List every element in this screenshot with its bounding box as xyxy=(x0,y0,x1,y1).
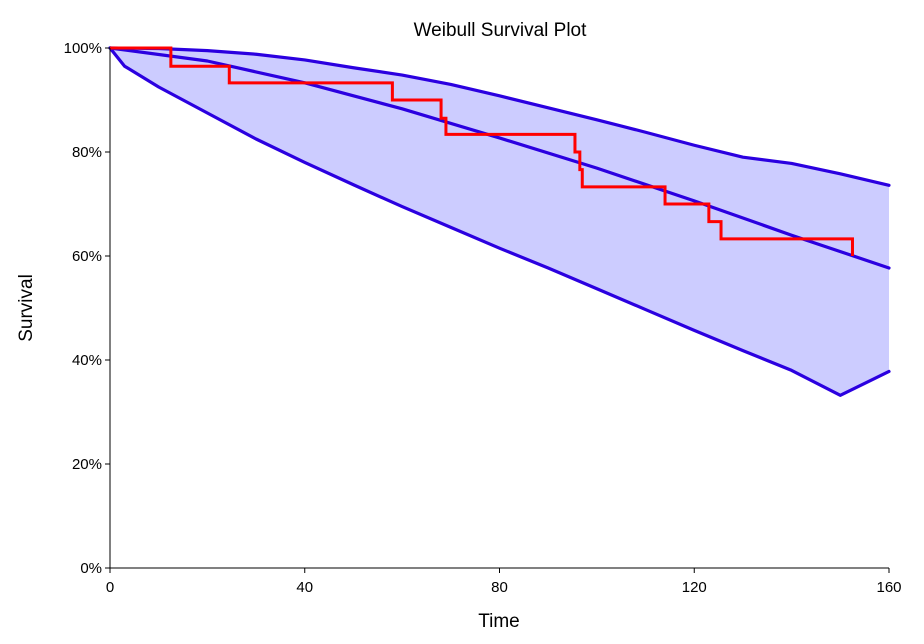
weibull-fit-line xyxy=(108,46,891,270)
kaplan-meier-step-line xyxy=(110,46,854,256)
upper-confidence-line xyxy=(108,46,891,187)
x-tick-label: 80 xyxy=(491,579,508,596)
y-axis-label: Survival xyxy=(16,274,37,342)
x-tick-label: 0 xyxy=(106,579,114,596)
y-tick-label: 40% xyxy=(72,352,102,369)
x-tick-label: 160 xyxy=(876,579,901,596)
y-tick-label: 100% xyxy=(64,40,102,57)
y-tick-label: 20% xyxy=(72,456,102,473)
x-tick-label: 120 xyxy=(682,579,707,596)
y-tick-label: 60% xyxy=(72,248,102,265)
y-tick-label: 80% xyxy=(72,144,102,161)
confidence-band xyxy=(110,48,889,396)
x-axis-label: Time xyxy=(478,611,520,632)
x-tick-label: 40 xyxy=(296,579,313,596)
chart-title: Weibull Survival Plot xyxy=(414,20,588,41)
plot-area xyxy=(108,46,891,397)
lower-confidence-line xyxy=(108,46,891,397)
y-tick-label: 0% xyxy=(80,560,102,577)
axes: 0% 20% 40% 60% 80% 100% 0 40 80 120 160 xyxy=(64,40,902,596)
